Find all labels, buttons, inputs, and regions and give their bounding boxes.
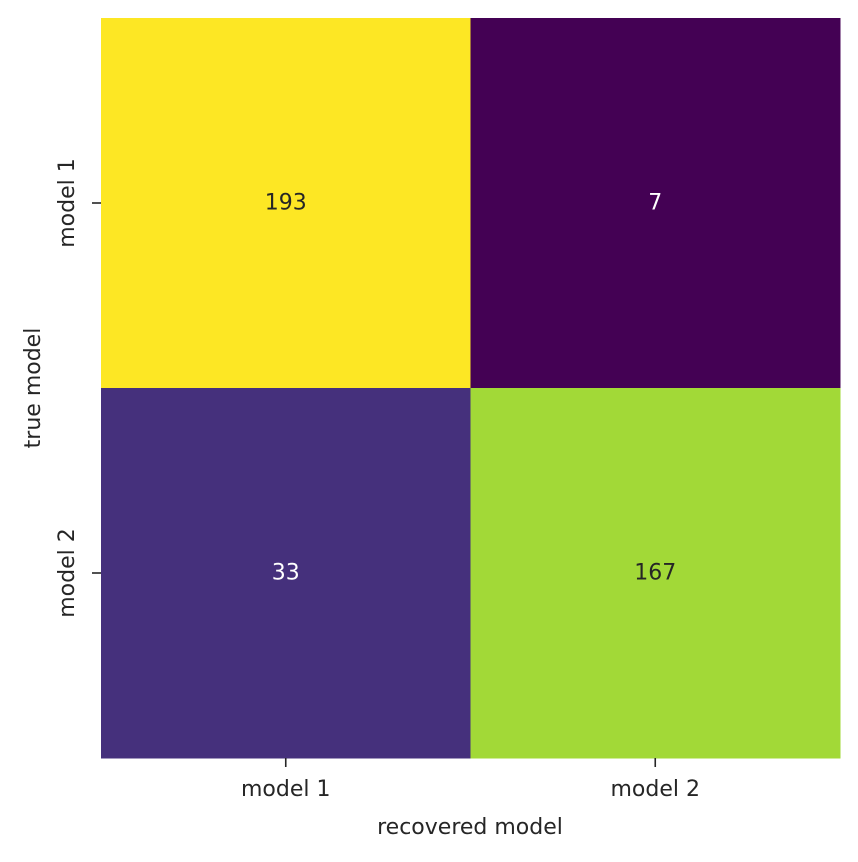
axis-ticks: model 1 model 2 model 1 model 2 — [55, 158, 700, 802]
y-axis-label: true model — [21, 328, 46, 449]
cell-annotations: 193 7 33 167 — [265, 191, 677, 586]
heatmap-cell — [470, 388, 841, 759]
heatmap-cell — [470, 18, 841, 389]
x-tick-label: model 2 — [611, 777, 701, 802]
x-axis-label: recovered model — [377, 815, 563, 840]
heatmap-cell — [101, 388, 471, 759]
y-tick-label: model 1 — [55, 158, 80, 248]
heatmap-cells — [101, 18, 841, 759]
x-tick-label: model 1 — [241, 777, 331, 802]
cell-value-label: 193 — [265, 191, 307, 216]
cell-value-label: 7 — [648, 191, 662, 216]
cell-value-label: 167 — [634, 561, 676, 586]
y-tick-label: model 2 — [55, 528, 80, 618]
cell-value-label: 33 — [272, 561, 300, 586]
heatmap-cell — [101, 18, 471, 389]
